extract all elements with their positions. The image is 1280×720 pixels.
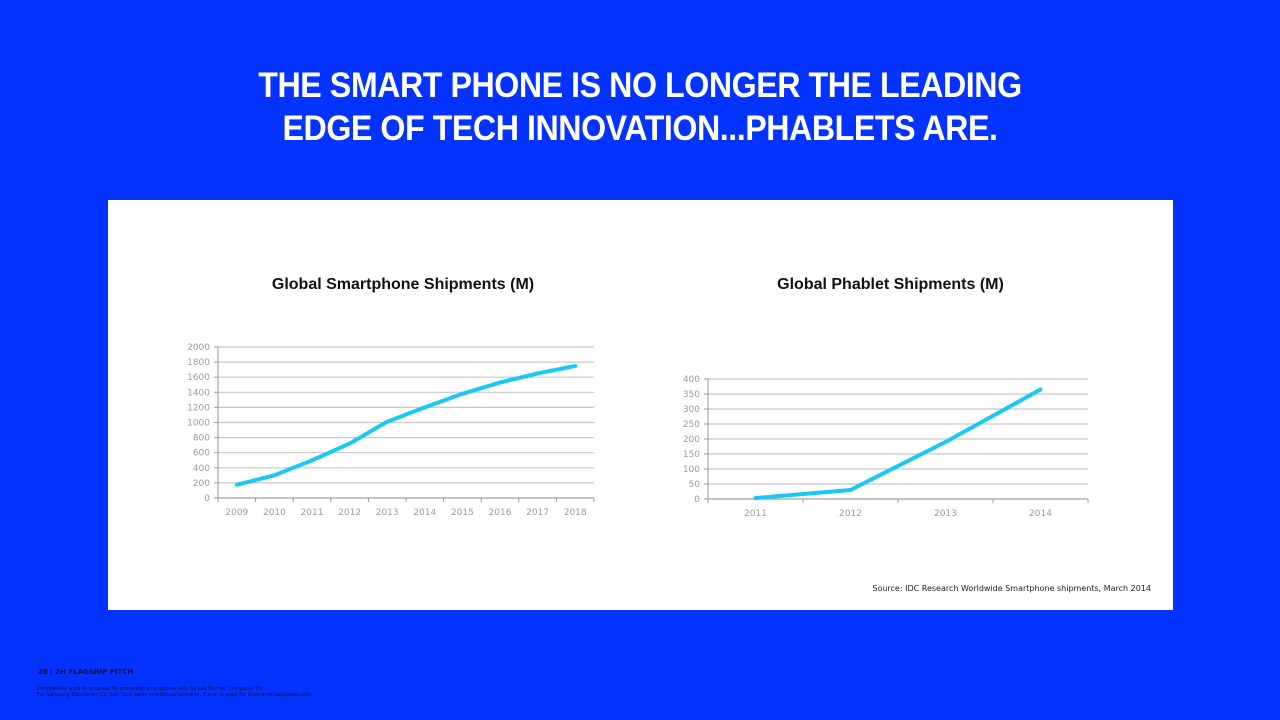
- headline-line-1: THE SMART PHONE IS NO LONGER THE LEADING: [258, 66, 1022, 105]
- y-tick-label: 600: [193, 449, 210, 459]
- phablet-chart: 0 50 100 150 200 250 300 350 400 2011 2012 2013 2014: [683, 375, 1089, 519]
- x-tick-label: 2013: [376, 508, 399, 518]
- y-tick-label: 400: [193, 464, 210, 474]
- x-tick-label: 2013: [934, 509, 957, 519]
- chart-panel: Global Smartphone Shipments (M) Global P…: [108, 200, 1173, 610]
- y-tick-label: 2000: [187, 343, 210, 353]
- x-tick-label: 2009: [225, 508, 248, 518]
- y-tick-label: 400: [683, 375, 700, 385]
- x-tick-label: 2012: [839, 509, 862, 519]
- x-tick-label: 2017: [526, 508, 549, 518]
- data-line: [753, 387, 1043, 501]
- headline: THE SMART PHONE IS NO LONGER THE LEADING…: [51, 64, 1229, 150]
- y-tick-label: 0: [204, 494, 210, 504]
- y-tick-label: 1800: [187, 358, 210, 368]
- x-tick-label: 2011: [744, 509, 767, 519]
- footer-legal: Confidential work in progress for presen…: [37, 686, 312, 698]
- x-tick-label: 2011: [301, 508, 324, 518]
- x-tick-label: 2018: [564, 508, 587, 518]
- x-tick-label: 2016: [489, 508, 512, 518]
- y-tick-label: 150: [683, 450, 700, 460]
- x-tick-label: 2015: [451, 508, 474, 518]
- footer-legal-line-2: For Samsung Electronics Co. Ltd. third p…: [37, 692, 312, 698]
- y-tick-label: 800: [193, 434, 210, 444]
- y-tick-label: 200: [193, 479, 210, 489]
- source-note: Source: IDC Research Worldwide Smartphon…: [872, 584, 1151, 593]
- headline-line-2: EDGE OF TECH INNOVATION...PHABLETS ARE.: [282, 109, 998, 148]
- smartphone-chart-title: Global Smartphone Shipments (M): [271, 276, 535, 293]
- x-tick-label: 2014: [1029, 509, 1052, 519]
- y-tick-label: 1200: [187, 403, 210, 413]
- y-tick-label: 1600: [187, 373, 210, 383]
- y-tick-label: 350: [683, 390, 700, 400]
- data-line: [234, 363, 578, 487]
- y-tick-label: 300: [683, 405, 700, 415]
- phablet-chart-title: Global Phablet Shipments (M): [777, 276, 1004, 293]
- y-tick-label: 1000: [187, 419, 210, 429]
- y-tick-label: 200: [683, 435, 700, 445]
- x-tick-label: 2014: [413, 508, 436, 518]
- footer-page-label: 28 | 2H FLAGSHIP PITCH: [38, 668, 134, 676]
- y-tick-label: 250: [683, 420, 700, 430]
- y-tick-label: 0: [694, 495, 700, 505]
- smartphone-chart: 0 200 400 600 800 1000 1200 1400 1600 1800 2000 200…: [187, 343, 595, 518]
- y-tick-label: 50: [689, 480, 701, 490]
- footer-legal-line-1: Confidential work in progress for presen…: [37, 686, 265, 692]
- x-tick-label: 2010: [263, 508, 286, 518]
- y-tick-label: 100: [683, 465, 700, 475]
- x-tick-label: 2012: [338, 508, 361, 518]
- y-tick-label: 1400: [187, 388, 210, 398]
